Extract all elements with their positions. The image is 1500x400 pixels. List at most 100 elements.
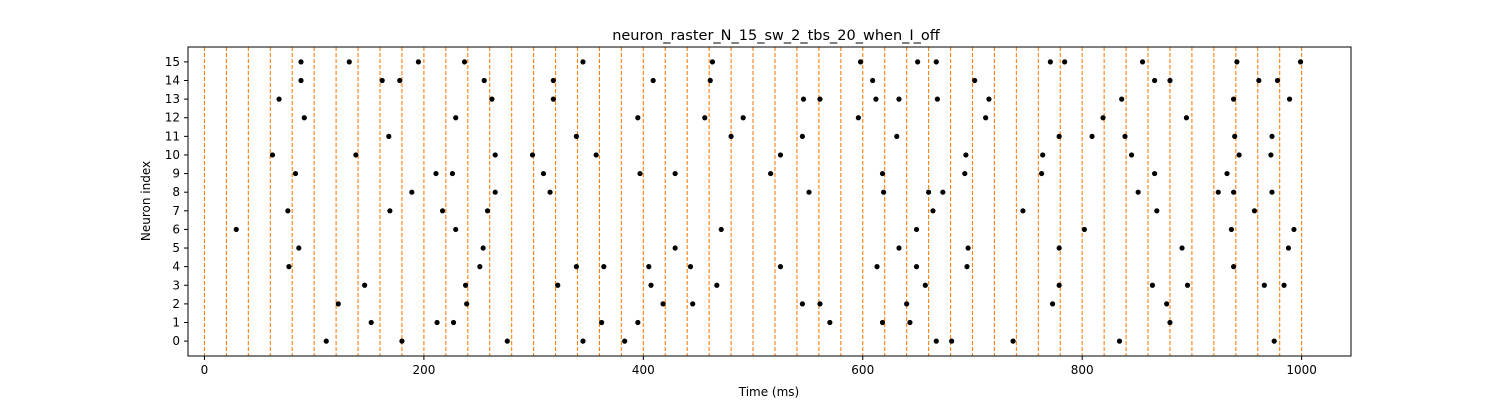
x-tick-label-800: 800 [1071,363,1094,377]
spike-n14-t961 [1256,77,1262,84]
spike-n1-t227 [450,319,457,326]
spike-n4-t443 [687,264,694,270]
spike-n11-t631 [894,133,900,139]
y-tick-label-11: 11 [165,129,180,143]
y-tick-label-4: 4 [172,260,180,274]
spike-n8-t189 [409,189,415,195]
spike-n5-t779 [1056,245,1062,251]
y-tick-label-1: 1 [172,315,180,329]
spike-points [233,59,1304,344]
spike-n14-t978 [1274,77,1281,84]
y-tick-label-5: 5 [172,241,180,255]
spike-n13-t633 [896,96,902,102]
spike-n12-t819 [1100,115,1106,121]
spike-n5-t696 [965,245,971,251]
spike-n12-t491 [740,115,746,121]
spike-n3-t407 [648,282,654,288]
spike-n14-t409 [650,77,656,84]
spike-n15-t88 [298,59,304,65]
spike-n10-t138 [353,152,359,158]
x-axis-label: Time (ms) [738,385,800,399]
spike-n12-t712 [983,115,989,121]
spike-n8-t938 [1231,189,1237,195]
spike-n11-t339 [573,133,579,139]
x-tick-label-1000: 1000 [1286,363,1317,377]
spike-n14-t866 [1152,77,1158,84]
spike-n0-t383 [622,338,628,344]
spike-n8-t619 [881,189,887,195]
spike-n9-t932 [1224,170,1230,177]
spike-n6-t229 [453,226,459,233]
spike-n10-t845 [1128,152,1135,158]
spike-n11-t168 [386,133,392,139]
spike-n2-t561 [817,301,823,307]
spike-n6-t802 [1081,226,1087,233]
spike-n7-t746 [1020,208,1026,214]
spike-n1-t643 [907,319,913,326]
spike-n5-t633 [896,245,902,251]
spike-n10-t357 [593,152,599,158]
spike-n15-t771 [1047,59,1053,65]
spike-n13-t989 [1286,96,1293,102]
spike-n6-t936 [1228,226,1235,233]
spike-n8-t660 [925,189,932,195]
y-axis-label: Neuron index [139,161,153,241]
spike-n0-t975 [1271,338,1277,344]
x-tick-label-400: 400 [632,363,655,377]
spike-n5-t988 [1285,245,1292,251]
spike-n9-t693 [962,170,968,177]
y-tick-label-15: 15 [165,55,180,69]
spike-n2-t640 [904,301,910,307]
spike-n8-t315 [547,189,553,195]
spike-n0-t834 [1116,338,1123,344]
spike-n0-t180 [399,338,405,344]
y-tick-label-10: 10 [165,148,180,162]
spike-n13-t68 [276,96,282,102]
x-tick-label-600: 600 [851,363,874,377]
y-tick-label-6: 6 [172,222,180,236]
y-tick-label-12: 12 [165,111,180,125]
x-axis-ticks: 0 200 400 600 800 1000 [201,356,1317,377]
spike-n12-t395 [635,115,641,121]
spike-n0-t276 [504,338,510,344]
spike-n3-t322 [555,282,561,288]
spike-n11-t973 [1269,133,1275,139]
spike-n2-t773 [1049,301,1056,307]
spike-n9-t618 [879,170,886,177]
spike-n15-t855 [1139,59,1146,65]
spike-n3-t467 [714,282,720,288]
spike-n15-t784 [1062,59,1068,65]
spike-n9-t397 [637,170,643,177]
x-tick-label-200: 200 [412,363,435,377]
spike-n11-t480 [728,133,734,139]
y-tick-label-2: 2 [172,297,180,311]
spike-n10-t972 [1268,152,1274,158]
spike-n11-t779 [1056,133,1062,139]
spike-n6-t471 [718,226,724,233]
spike-n8-t265 [492,189,498,195]
spike-n0-t667 [933,338,939,344]
spike-n6-t29 [233,226,239,233]
spike-n3-t238 [462,282,469,288]
spike-n11-t809 [1089,133,1095,139]
spike-n1-t362 [599,319,605,326]
spike-n5-t86 [296,245,302,251]
spike-n7-t169 [387,208,393,214]
spike-n1-t212 [434,319,440,326]
spike-n11-t839 [1122,133,1128,139]
spike-n14-t318 [550,77,556,84]
spike-n1-t570 [827,319,833,326]
spike-n15-t941 [1234,59,1240,65]
spike-n4-t695 [964,264,970,270]
spike-n14-t88 [298,77,304,84]
spike-n3-t864 [1149,282,1156,288]
spike-n13-t262 [489,96,495,102]
spike-n1-t618 [879,319,886,326]
spike-n4-t405 [646,264,652,270]
spike-n14-t178 [397,77,403,84]
spike-n3-t984 [1281,282,1287,288]
spike-n4-t77 [286,264,292,270]
